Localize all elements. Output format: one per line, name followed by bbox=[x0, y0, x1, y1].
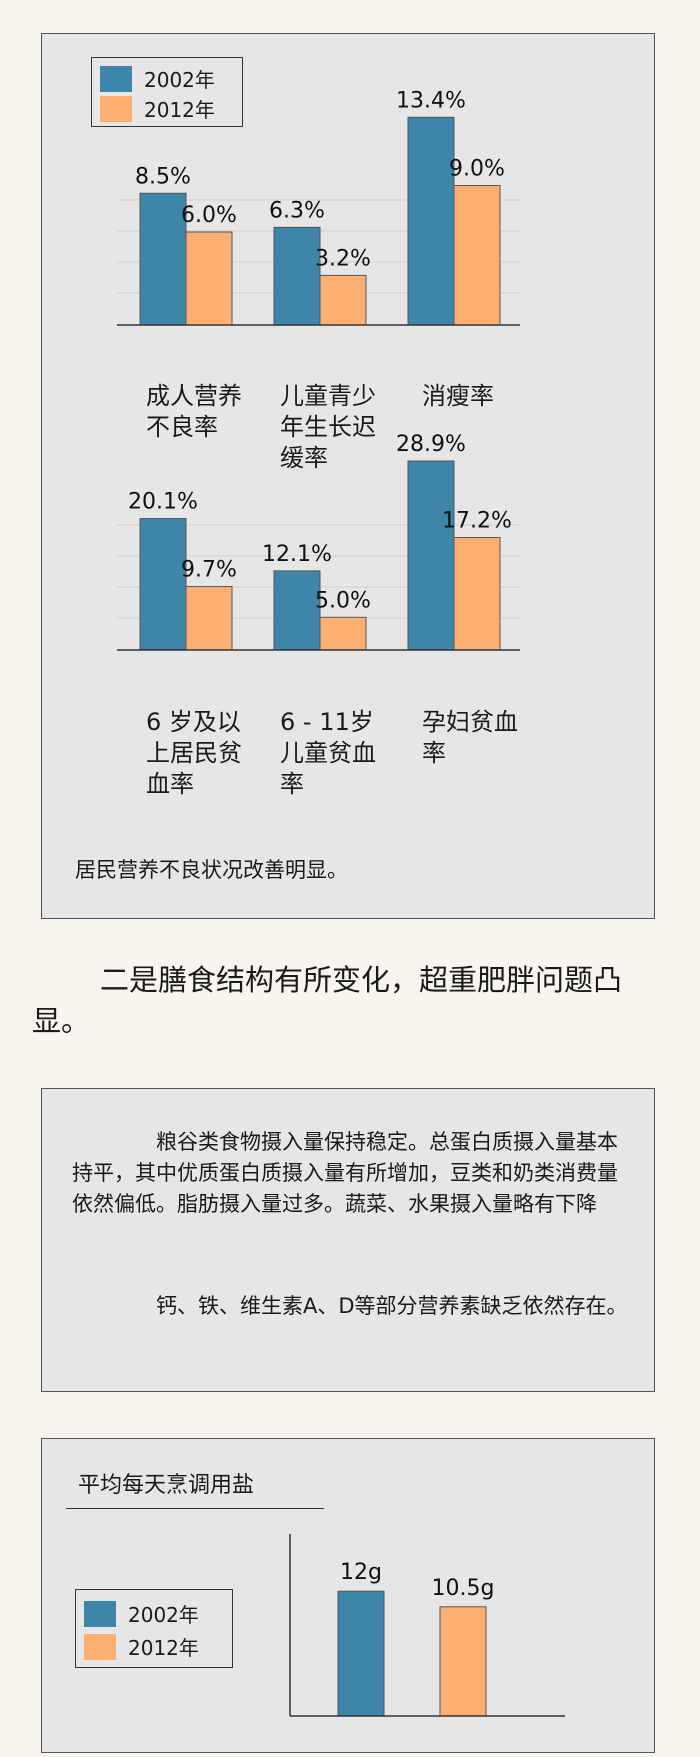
bar-2002-0 bbox=[139, 192, 187, 326]
category-label-line: 血率 bbox=[146, 770, 194, 798]
category-label-line: 孕妇贫血 bbox=[422, 708, 518, 736]
heading-text: 二是膳食结构有所变化，超重肥胖问题凸显。 bbox=[32, 963, 623, 1038]
data-label: 10.5g bbox=[432, 1576, 495, 1601]
category-label-line: 率 bbox=[422, 739, 446, 767]
panel-caption: 居民营养不良状况改善明显。 bbox=[75, 858, 348, 882]
category-label-line: 上居民贫 bbox=[146, 739, 242, 767]
bar-2012-2 bbox=[453, 185, 501, 326]
legend-swatch-2002 bbox=[100, 65, 132, 92]
paragraph-text: 粮谷类食物摄入量保持稳定。总蛋白质摄入量基本持平，其中优质蛋白质摄入量有所增加，… bbox=[72, 1130, 618, 1216]
bar-2012-1 bbox=[319, 616, 367, 651]
legend-label-2002: 2002年 bbox=[128, 1603, 199, 1627]
section-heading: 二是膳食结构有所变化，超重肥胖问题凸显。 bbox=[32, 960, 672, 1042]
paragraph-text: 钙、铁、维生素A、D等部分营养素缺乏依然存在。 bbox=[156, 1294, 628, 1318]
data-label: 6.3% bbox=[269, 198, 325, 223]
chart-salt: 12g 10.5g bbox=[289, 1534, 565, 1717]
legend: 2002年 2012年 bbox=[75, 1589, 233, 1668]
category-label-line: 消瘦率 bbox=[422, 382, 494, 410]
data-label: 12.1% bbox=[262, 542, 332, 567]
data-label: 6.0% bbox=[181, 203, 237, 228]
category-label-wasting: 消瘦率 bbox=[422, 381, 542, 412]
data-label: 9.7% bbox=[181, 558, 237, 583]
bar-2002-2 bbox=[407, 460, 455, 651]
category-label-line: 缓率 bbox=[280, 444, 328, 472]
bar-2002-0 bbox=[337, 1590, 385, 1717]
bar-2002-1 bbox=[273, 570, 321, 651]
category-label-line: 成人营养 bbox=[146, 382, 242, 410]
legend: 2002年 2012年 bbox=[91, 57, 243, 127]
category-label-line: 6 岁及以 bbox=[146, 708, 241, 736]
malnutrition-panel: 2002年 2012年 8.5% 6.3% 13.4% 6.0% 3.2% 9.0% 20… bbox=[41, 33, 655, 919]
data-label: 5.0% bbox=[315, 588, 371, 613]
legend-item-2002: 2002年 bbox=[100, 64, 215, 93]
legend-swatch-2002 bbox=[84, 1600, 116, 1627]
category-label-line: 儿童贫血 bbox=[280, 739, 376, 767]
legend-swatch-2012 bbox=[100, 95, 132, 122]
data-label: 3.2% bbox=[315, 246, 371, 271]
data-label: 20.1% bbox=[128, 490, 198, 515]
legend-label-2012: 2012年 bbox=[128, 1636, 199, 1660]
bar-2002-2 bbox=[407, 116, 455, 326]
legend-swatch-2012 bbox=[84, 1633, 116, 1660]
category-label-adult-malnutrition: 成人营养 不良率 bbox=[146, 381, 266, 443]
legend-label-2002: 2002年 bbox=[144, 68, 215, 92]
diet-structure-panel: 粮谷类食物摄入量保持稳定。总蛋白质摄入量基本持平，其中优质蛋白质摄入量有所增加，… bbox=[41, 1088, 655, 1392]
category-label-line: 儿童青少 bbox=[280, 382, 376, 410]
category-label-anemia-6-11: 6 - 11岁 儿童贫血 率 bbox=[280, 707, 400, 800]
category-label-child-stunting: 儿童青少 年生长迟 缓率 bbox=[280, 381, 400, 474]
bar-2012-2 bbox=[453, 537, 501, 651]
category-label-anemia-pregnant: 孕妇贫血 率 bbox=[422, 707, 542, 769]
category-label-line: 率 bbox=[280, 770, 304, 798]
legend-item-2002: 2002年 bbox=[84, 1599, 199, 1628]
category-label-line: 6 - 11岁 bbox=[280, 708, 374, 736]
chart-title: 平均每天烹调用盐 bbox=[78, 1473, 255, 1498]
data-label: 28.9% bbox=[396, 432, 466, 457]
bar-2002-1 bbox=[273, 226, 321, 326]
legend-item-2012: 2012年 bbox=[100, 94, 215, 123]
category-label-anemia-6plus: 6 岁及以 上居民贫 血率 bbox=[146, 707, 266, 800]
legend-label-2012: 2012年 bbox=[144, 98, 215, 122]
data-label: 12g bbox=[340, 1560, 382, 1585]
bar-2002-0 bbox=[139, 518, 187, 651]
bar-2012-0 bbox=[185, 586, 233, 651]
bar-2012-1 bbox=[319, 274, 367, 326]
category-label-line: 年生长迟 bbox=[280, 413, 376, 441]
data-label: 9.0% bbox=[449, 157, 505, 182]
salt-panel: 平均每天烹调用盐 2002年 2012年 12g 10.5g bbox=[41, 1438, 655, 1753]
category-label-line: 不良率 bbox=[146, 413, 218, 441]
data-label: 8.5% bbox=[135, 164, 191, 189]
data-label: 13.4% bbox=[396, 88, 466, 113]
paragraph-nutrient-deficiency: 钙、铁、维生素A、D等部分营养素缺乏依然存在。 bbox=[72, 1291, 632, 1322]
title-underline bbox=[66, 1508, 324, 1509]
bar-2012-0 bbox=[439, 1606, 487, 1717]
chart-malnutrition-top: 8.5% 6.3% 13.4% 6.0% 3.2% 9.0% bbox=[117, 88, 520, 326]
data-label: 17.2% bbox=[442, 509, 512, 534]
paragraph-diet-intake: 粮谷类食物摄入量保持稳定。总蛋白质摄入量基本持平，其中优质蛋白质摄入量有所增加，… bbox=[72, 1127, 632, 1220]
legend-item-2012: 2012年 bbox=[84, 1632, 199, 1661]
bar-2012-0 bbox=[185, 231, 233, 326]
chart-anemia-bottom: 20.1% 12.1% 28.9% 9.7% 5.0% 17.2% bbox=[117, 432, 520, 651]
